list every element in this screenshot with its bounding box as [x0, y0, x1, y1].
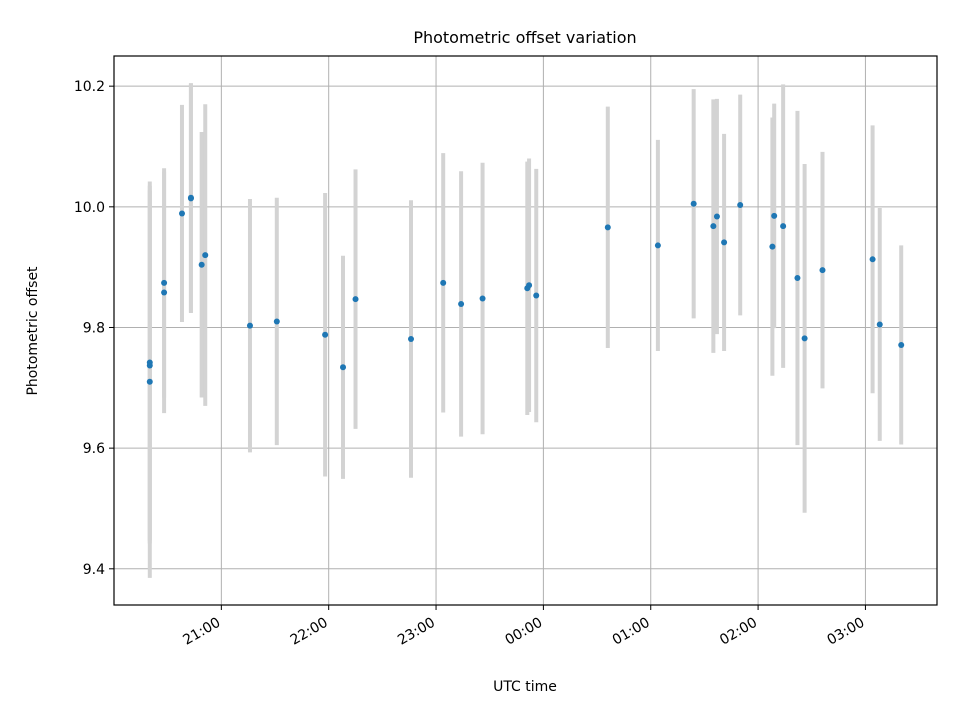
x-tick-label: 21:00 [180, 615, 223, 649]
data-point [146, 362, 153, 369]
data-point [322, 331, 329, 338]
data-point [178, 210, 185, 217]
data-point [780, 223, 787, 230]
y-axis-label: Photometric offset [25, 266, 41, 396]
y-tick-label: 10.0 [74, 200, 105, 216]
data-point [352, 296, 359, 303]
x-tick-label: 00:00 [502, 615, 545, 649]
x-axis-label: UTC time [493, 679, 557, 695]
data-point [721, 239, 728, 246]
x-tick-label: 02:00 [717, 615, 760, 649]
data-point [898, 341, 905, 348]
data-point [794, 275, 801, 282]
data-point [690, 200, 697, 207]
error-bars [147, 83, 904, 578]
x-tick-label: 01:00 [610, 615, 653, 649]
chart-title: Photometric offset variation [413, 28, 636, 47]
data-point [479, 295, 486, 302]
y-tick-label: 9.6 [83, 441, 105, 457]
data-point [710, 223, 717, 230]
data-point [819, 267, 826, 274]
data-point [202, 252, 209, 259]
data-point [198, 261, 205, 268]
x-tick-label: 23:00 [395, 615, 438, 649]
data-point [604, 224, 611, 231]
x-axis-ticks: 21:00 22:00 23:00 00:00 01:00 02:00 03:00 [180, 605, 867, 649]
data-point [340, 364, 347, 371]
data-point [801, 335, 808, 342]
data-point [737, 202, 744, 209]
data-point [526, 282, 533, 289]
y-axis-ticks: 9.4 9.6 9.8 10.0 10.2 [74, 79, 114, 578]
data-point [713, 213, 720, 220]
data-point [161, 279, 168, 286]
data-point [876, 321, 883, 328]
data-point [654, 242, 661, 249]
data-point [533, 292, 540, 299]
x-tick-label: 03:00 [824, 615, 867, 649]
x-tick-label: 22:00 [288, 615, 331, 649]
data-points [146, 194, 905, 385]
data-point [161, 289, 168, 296]
data-point [146, 378, 153, 385]
y-tick-label: 9.4 [83, 562, 105, 578]
data-point [458, 300, 465, 307]
y-tick-label: 10.2 [74, 79, 105, 95]
y-tick-label: 9.8 [83, 320, 105, 336]
data-point [771, 212, 778, 219]
data-point [869, 256, 876, 263]
data-point [187, 194, 194, 201]
data-point [407, 335, 414, 342]
data-point [440, 279, 447, 286]
plot-frame [113, 55, 938, 606]
data-point [273, 318, 280, 325]
data-point [246, 322, 253, 329]
data-point [769, 243, 776, 250]
